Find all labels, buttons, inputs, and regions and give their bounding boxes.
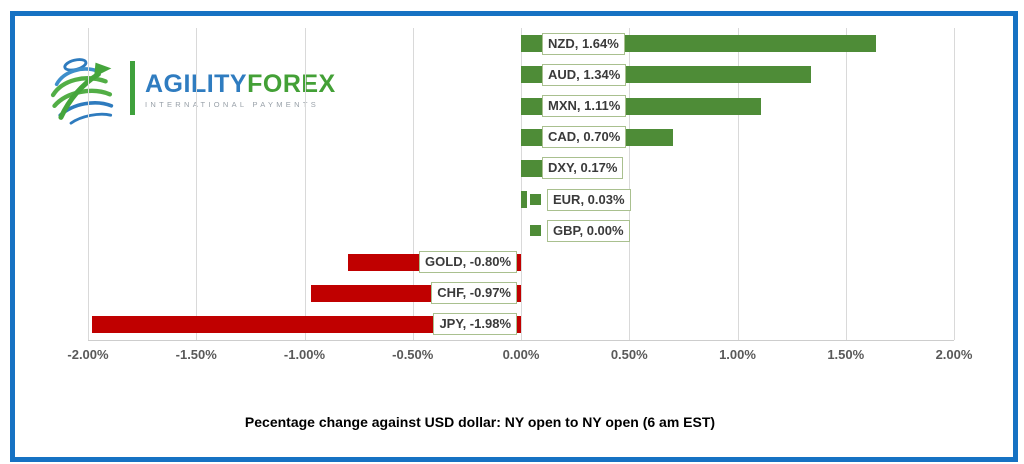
brand-name: AGILITYFOREX [145,71,336,97]
gridline [954,28,955,340]
x-axis-tick-label: 0.00% [502,347,540,362]
brand-tagline: INTERNATIONAL PAYMENTS [145,100,319,109]
gridline [845,28,847,340]
gridline [304,28,306,340]
data-label-aud: AUD, 1.34% [542,63,627,86]
x-axis-tick-label: 2.00% [935,347,973,362]
x-axis-tick-label: -0.50% [392,347,434,362]
x-axis-tick-label: 1.00% [719,347,756,362]
chart-title: Pecentage change against USD dollar: NY … [244,414,716,430]
gridline [521,28,522,340]
data-label-eur: EUR, 0.03% [547,188,631,211]
x-axis-tick-label: 0.50% [610,347,648,362]
data-label-nzd: NZD, 1.64% [542,32,625,55]
gridline [88,28,89,340]
gridline [412,28,414,340]
data-label-chf: CHF, -0.97% [431,282,517,305]
gridline [196,28,198,340]
agilityforex-logo: AGILITYFOREX INTERNATIONAL PAYMENTS [46,54,336,126]
gridline [629,28,631,340]
data-label-dxy: DXY, 0.17% [542,157,624,180]
bar-jpy [92,315,521,333]
data-label-gbp: GBP, 0.00% [547,219,630,242]
globe-arrow-icon [50,58,114,125]
data-label-gold: GOLD, -0.80% [419,251,517,273]
x-axis-line [88,340,954,341]
legend-key-gbp [530,225,541,237]
bar-eur [521,191,528,209]
data-label-cad: CAD, 0.70% [542,126,627,149]
x-axis-tick-label: -2.00% [67,347,109,362]
logo-divider [130,61,135,115]
legend-key-eur [530,194,541,206]
x-axis-tick-label: 1.50% [827,347,865,362]
x-axis-tick-label: -1.50% [175,347,217,362]
gridline [737,28,739,340]
logo-text: AGILITYFOREX INTERNATIONAL PAYMENTS [145,71,336,109]
x-axis-tick-label: -1.00% [283,347,326,362]
data-label-mxn: MXN, 1.11% [542,95,627,117]
data-label-jpy: JPY, -1.98% [433,313,517,336]
brand-agility: AGILITY [145,70,248,98]
brand-forex: FOREX [247,70,336,98]
